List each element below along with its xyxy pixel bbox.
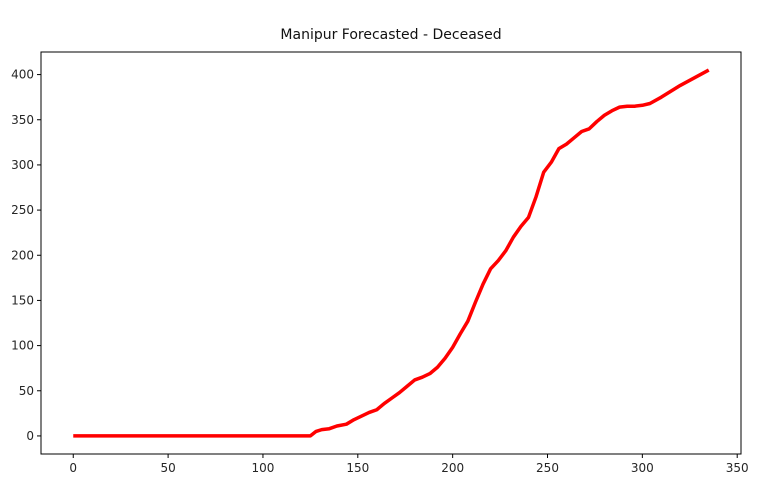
y-axis: 0 50 100 150 200 250 300 350 400 <box>11 68 41 443</box>
y-tick-label: 50 <box>19 384 34 398</box>
series-line <box>73 68 710 438</box>
y-tick-label: 400 <box>11 68 34 82</box>
plot-frame <box>40 51 742 455</box>
x-tick-label: 150 <box>346 461 369 475</box>
x-axis: 0 50 100 150 200 250 300 350 <box>69 454 749 475</box>
x-tick-label: 100 <box>251 461 274 475</box>
chart-title: Manipur Forecasted - Deceased <box>280 27 501 43</box>
y-tick-label: 0 <box>26 429 34 443</box>
x-tick-label: 250 <box>536 461 559 475</box>
x-tick-label: 300 <box>631 461 654 475</box>
y-tick-label: 100 <box>11 339 34 353</box>
y-tick-label: 250 <box>11 203 34 217</box>
x-tick-label: 200 <box>441 461 464 475</box>
y-tick-label: 350 <box>11 113 34 127</box>
y-tick-label: 300 <box>11 158 34 172</box>
y-tick-label: 200 <box>11 248 34 262</box>
x-tick-label: 350 <box>726 461 749 475</box>
y-tick-label: 150 <box>11 293 34 307</box>
series-layer <box>73 68 710 438</box>
x-tick-label: 0 <box>69 461 77 475</box>
x-tick-label: 50 <box>160 461 175 475</box>
